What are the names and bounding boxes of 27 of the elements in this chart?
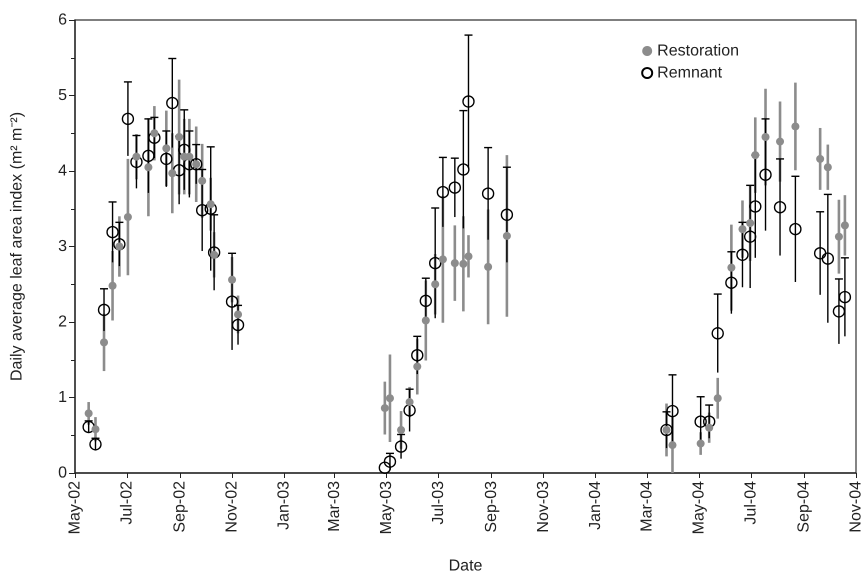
x-tick-label: Mar-03 — [326, 480, 343, 532]
y-tick-label: 5 — [58, 87, 68, 104]
x-tick-label: Mar-04 — [638, 480, 656, 532]
x-tick-label: Sep-03 — [483, 480, 500, 533]
x-tick-label: Jul-04 — [742, 480, 760, 525]
legend-label: Remnant — [657, 64, 723, 82]
y-tick-label: 0 — [58, 464, 68, 482]
y-tick-label: 6 — [58, 12, 68, 28]
x-tick-label: Nov-03 — [535, 480, 552, 533]
x-tick-label: Jul-02 — [118, 480, 136, 525]
x-tick-label: Nov-02 — [224, 480, 241, 533]
x-tick-label: May-02 — [66, 480, 84, 534]
x-axis-title: Date — [448, 558, 482, 574]
x-tick-label: Jan-04 — [587, 480, 604, 530]
x-tick-label: May-04 — [690, 480, 708, 534]
y-tick-label: 1 — [58, 389, 68, 406]
x-tick-label: Jul-03 — [430, 480, 448, 525]
x-tick-label: Sep-04 — [795, 480, 812, 533]
y-tick-label: 3 — [58, 238, 68, 255]
x-tick-label: Sep-02 — [171, 480, 188, 533]
y-tick-label: 4 — [58, 162, 68, 180]
x-tick-label: May-03 — [378, 480, 396, 534]
y-axis-title: Daily average leaf area index (m² m⁻²) — [8, 112, 26, 382]
x-tick-label: Nov-04 — [848, 480, 864, 533]
y-tick-label: 2 — [58, 314, 68, 330]
x-tick-label: Jan-03 — [276, 480, 293, 530]
legend-label: Restoration — [657, 42, 740, 60]
